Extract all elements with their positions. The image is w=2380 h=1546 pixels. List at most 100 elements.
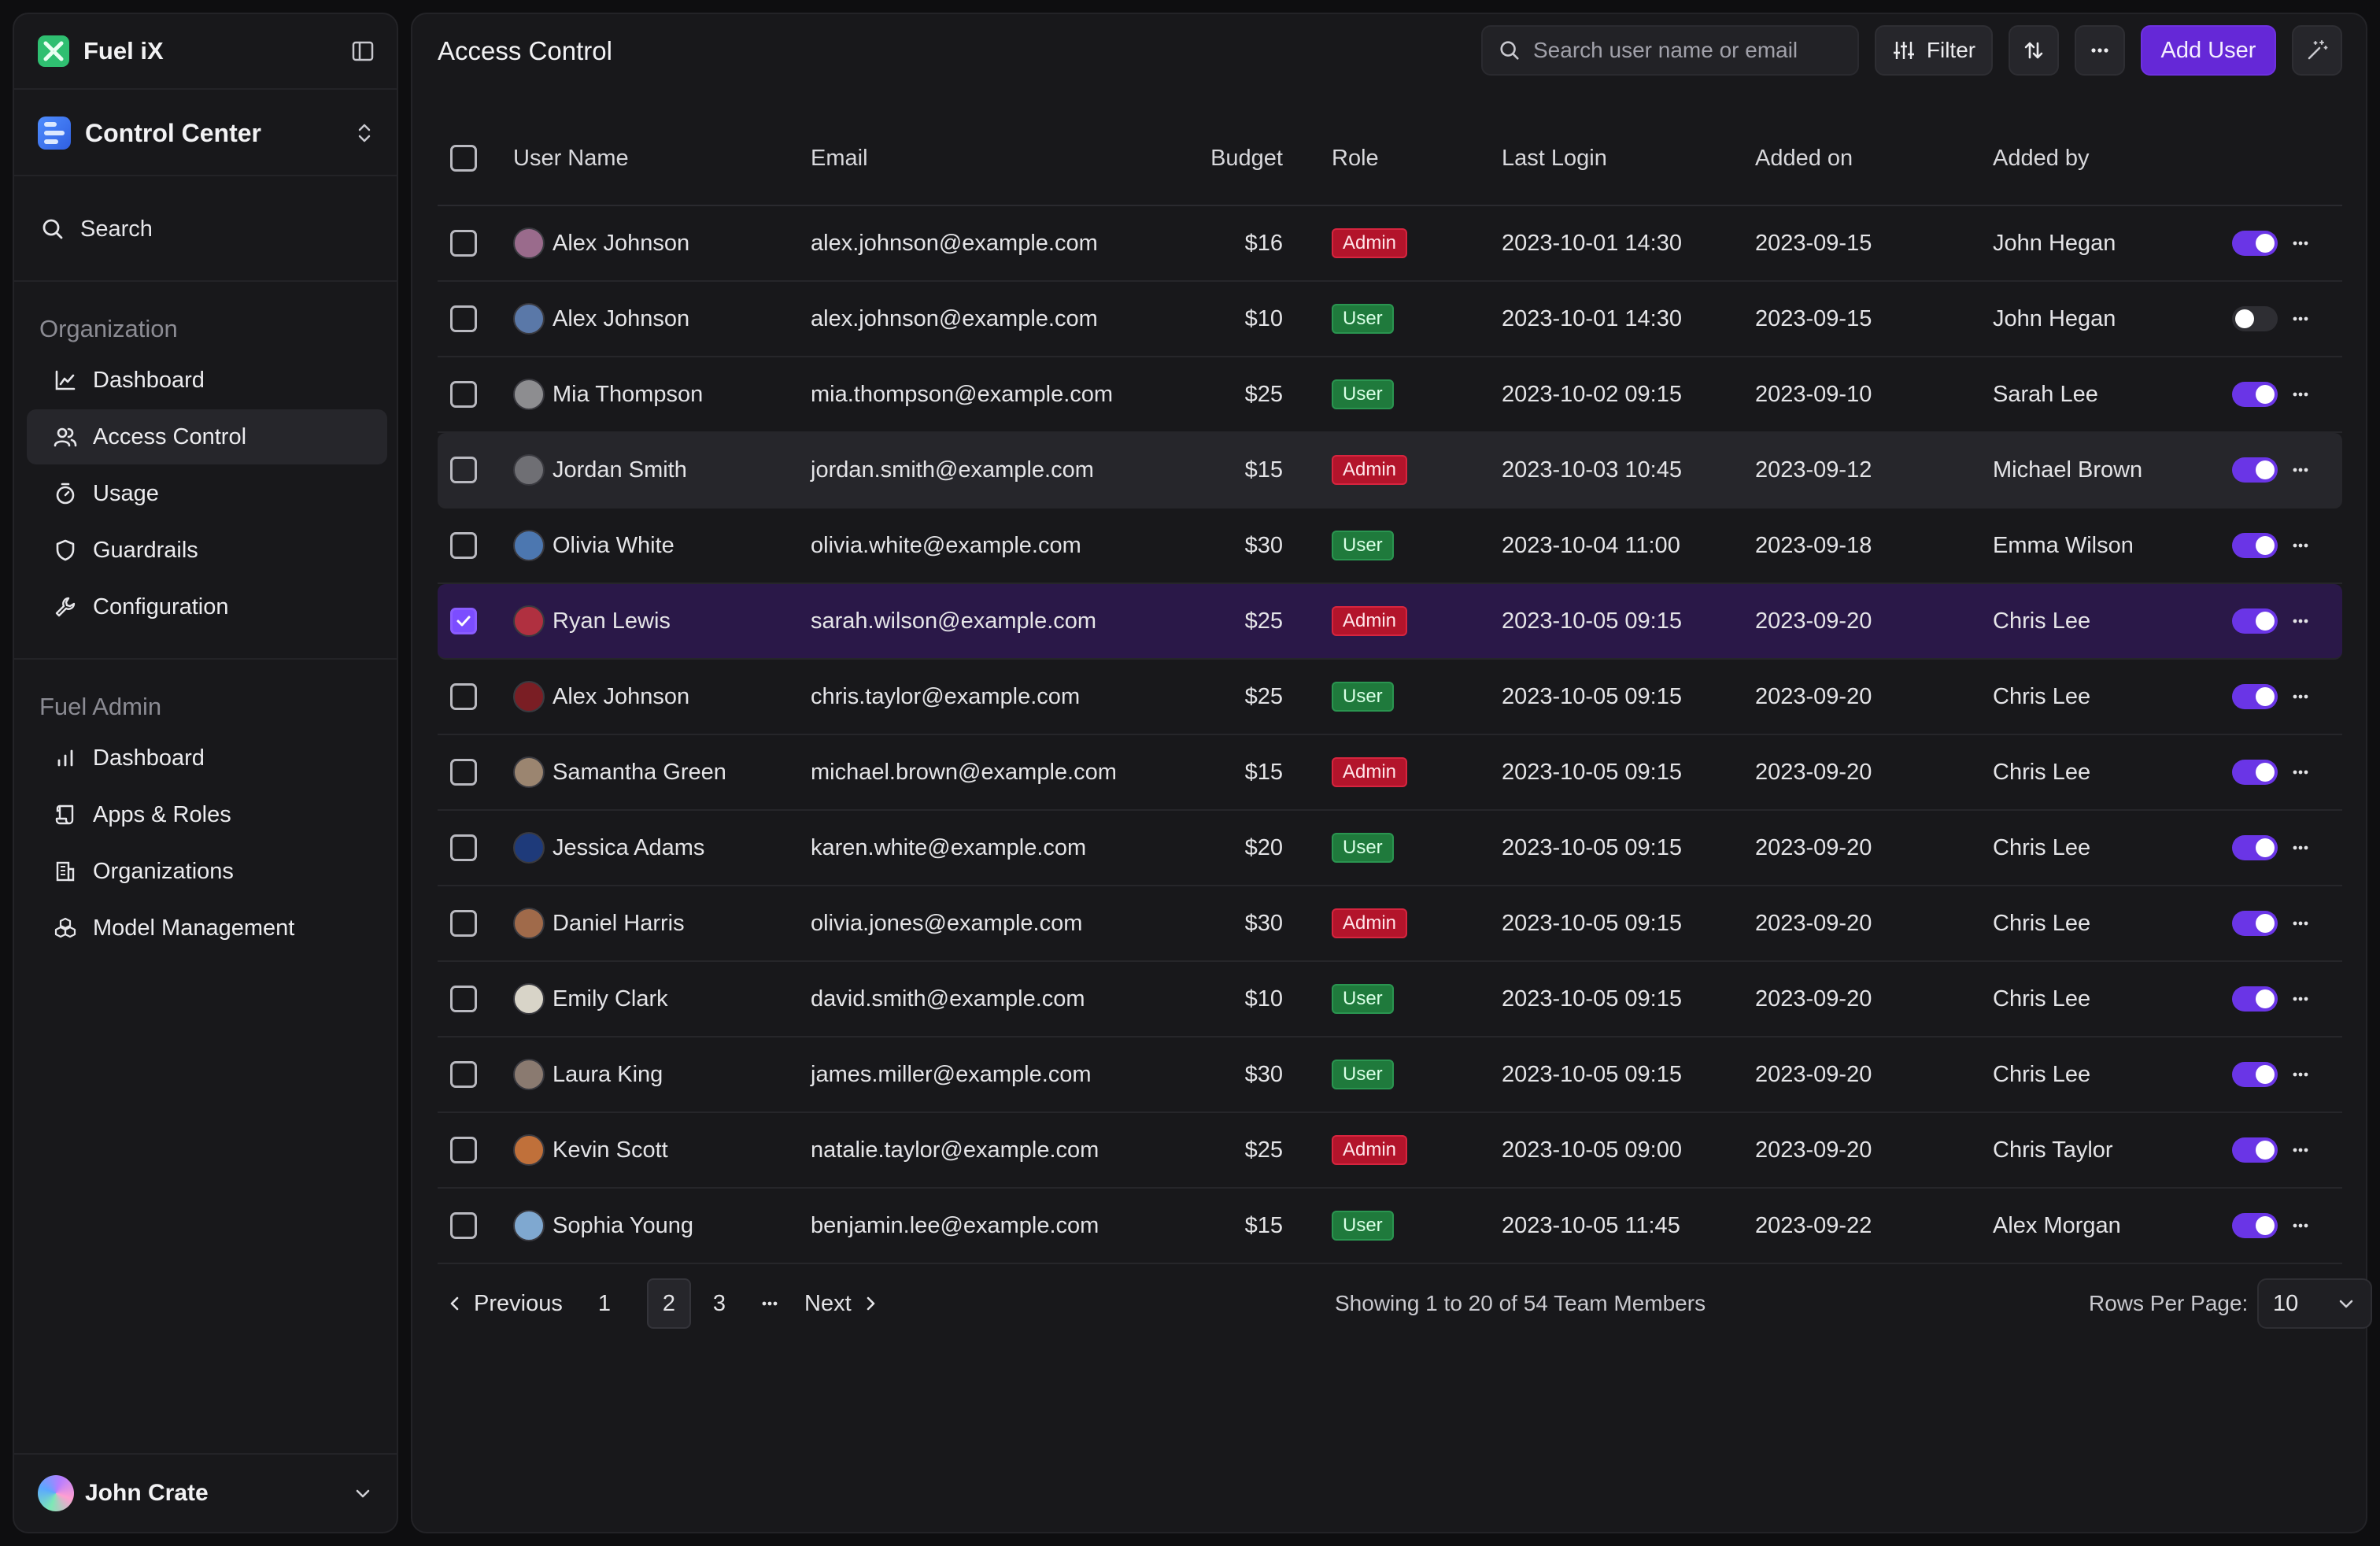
added-by: Chris Lee <box>1993 986 2091 1012</box>
column-header-last-login[interactable]: Last Login <box>1502 145 1607 171</box>
search-box[interactable] <box>1481 25 1859 76</box>
select-all-checkbox[interactable] <box>450 145 477 172</box>
row-more-icon[interactable] <box>2289 458 2312 482</box>
user-enabled-toggle[interactable] <box>2232 986 2278 1012</box>
page-button-2[interactable]: 2 <box>647 1278 691 1329</box>
row-checkbox[interactable] <box>450 759 477 786</box>
row-more-icon[interactable] <box>2289 1063 2312 1086</box>
row-more-icon[interactable] <box>2289 231 2312 255</box>
row-more-icon[interactable] <box>2289 685 2312 708</box>
row-checkbox[interactable] <box>450 305 477 332</box>
table-row[interactable]: Mia Thompson mia.thompson@example.com $25 U… <box>438 357 2342 433</box>
row-checkbox[interactable] <box>450 986 477 1012</box>
page-button-3[interactable]: 3 <box>712 1290 726 1316</box>
sidebar-search[interactable]: Search <box>14 178 397 282</box>
row-more-icon[interactable] <box>2289 534 2312 557</box>
rows-per-page-select[interactable]: 10 <box>2257 1278 2372 1329</box>
sidebar-item-label: Configuration <box>93 594 229 620</box>
user-enabled-toggle[interactable] <box>2232 382 2278 407</box>
sort-arrows-icon <box>2022 39 2046 62</box>
user-enabled-toggle[interactable] <box>2232 1213 2278 1238</box>
sort-button[interactable] <box>2009 25 2059 76</box>
sidebar-item-label: Dashboard <box>93 367 205 393</box>
column-header-email[interactable]: Email <box>811 145 868 171</box>
table-row[interactable]: Samantha Green michael.brown@example.com $… <box>438 735 2342 811</box>
table-row[interactable]: Jordan Smith jordan.smith@example.com $15 A… <box>438 433 2342 509</box>
more-options-button[interactable] <box>2075 25 2125 76</box>
add-user-button[interactable]: Add User <box>2141 25 2276 76</box>
user-enabled-toggle[interactable] <box>2232 608 2278 634</box>
sidebar-item-apps-roles[interactable]: Apps & Roles <box>27 787 387 842</box>
column-header-added-by[interactable]: Added by <box>1993 145 2090 171</box>
added-on: 2023-09-20 <box>1755 986 1872 1012</box>
sidebar-item-organizations[interactable]: Organizations <box>27 844 387 899</box>
row-checkbox[interactable] <box>450 834 477 861</box>
user-enabled-toggle[interactable] <box>2232 911 2278 936</box>
row-more-icon[interactable] <box>2289 307 2312 331</box>
row-checkbox[interactable] <box>450 1212 477 1239</box>
row-more-icon[interactable] <box>2289 987 2312 1011</box>
table-row[interactable]: Sophia Young benjamin.lee@example.com $15 U… <box>438 1189 2342 1264</box>
previous-page-button[interactable]: Previous <box>445 1278 563 1329</box>
magic-wand-button[interactable] <box>2292 25 2342 76</box>
table-body: Alex Johnson alex.johnson@example.com $16 A… <box>438 206 2342 1264</box>
search-input[interactable] <box>1533 38 1848 63</box>
user-enabled-toggle[interactable] <box>2232 1062 2278 1087</box>
user-enabled-toggle[interactable] <box>2232 835 2278 860</box>
sidebar-item-access-control[interactable]: Access Control <box>27 409 387 464</box>
ellipsis-icon[interactable] <box>748 1278 792 1329</box>
next-page-button[interactable]: Next <box>804 1278 880 1329</box>
user-enabled-toggle[interactable] <box>2232 684 2278 709</box>
filter-button[interactable]: Filter <box>1875 25 1993 76</box>
row-more-icon[interactable] <box>2289 1138 2312 1162</box>
row-checkbox[interactable] <box>450 608 477 634</box>
user-enabled-toggle[interactable] <box>2232 457 2278 483</box>
sidebar-item-model-management[interactable]: Model Management <box>27 901 387 956</box>
user-budget: $30 <box>1244 910 1283 936</box>
row-checkbox[interactable] <box>450 381 477 408</box>
sidebar-item-configuration[interactable]: Configuration <box>27 579 387 634</box>
table-row[interactable]: Emily Clark david.smith@example.com $10 Use… <box>438 962 2342 1037</box>
table-row[interactable]: Laura King james.miller@example.com $30 Use… <box>438 1037 2342 1113</box>
sidebar-toggle-icon[interactable] <box>351 39 375 63</box>
row-checkbox[interactable] <box>450 457 477 483</box>
page-button-1[interactable]: 1 <box>597 1290 612 1316</box>
row-more-icon[interactable] <box>2289 609 2312 633</box>
table-row[interactable]: Jessica Adams karen.white@example.com $20 U… <box>438 811 2342 886</box>
table-row[interactable]: Alex Johnson alex.johnson@example.com $10 U… <box>438 282 2342 357</box>
table-row[interactable]: Alex Johnson chris.taylor@example.com $25 U… <box>438 660 2342 735</box>
added-on: 2023-09-18 <box>1755 532 1872 558</box>
row-more-icon[interactable] <box>2289 912 2312 935</box>
row-checkbox[interactable] <box>450 230 477 257</box>
row-more-icon[interactable] <box>2289 1214 2312 1237</box>
table-row[interactable]: Kevin Scott natalie.taylor@example.com $25… <box>438 1113 2342 1189</box>
role-badge: User <box>1332 304 1394 334</box>
row-checkbox[interactable] <box>450 1061 477 1088</box>
column-header-user-name[interactable]: User Name <box>513 145 629 171</box>
table-row[interactable]: Daniel Harris olivia.jones@example.com $30… <box>438 886 2342 962</box>
table-row[interactable]: Olivia White olivia.white@example.com $30 U… <box>438 509 2342 584</box>
table-row[interactable]: Alex Johnson alex.johnson@example.com $16 A… <box>438 206 2342 282</box>
user-enabled-toggle[interactable] <box>2232 306 2278 331</box>
user-enabled-toggle[interactable] <box>2232 231 2278 256</box>
row-checkbox[interactable] <box>450 532 477 559</box>
row-checkbox[interactable] <box>450 683 477 710</box>
sidebar-item-usage[interactable]: Usage <box>27 466 387 521</box>
sidebar-item-guardrails[interactable]: Guardrails <box>27 523 387 578</box>
sidebar-item-admin-dashboard[interactable]: Dashboard <box>27 730 387 786</box>
row-more-icon[interactable] <box>2289 383 2312 406</box>
row-more-icon[interactable] <box>2289 760 2312 784</box>
table-row[interactable]: Ryan Lewis sarah.wilson@example.com $25 Adm… <box>438 584 2342 660</box>
row-checkbox[interactable] <box>450 1137 477 1163</box>
user-menu[interactable]: John Crate <box>14 1453 397 1532</box>
column-header-added-on[interactable]: Added on <box>1755 145 1853 171</box>
column-header-budget[interactable]: Budget <box>1210 145 1283 171</box>
user-enabled-toggle[interactable] <box>2232 760 2278 785</box>
row-more-icon[interactable] <box>2289 836 2312 860</box>
row-checkbox[interactable] <box>450 910 477 937</box>
column-header-role[interactable]: Role <box>1332 145 1379 171</box>
user-enabled-toggle[interactable] <box>2232 1137 2278 1163</box>
user-enabled-toggle[interactable] <box>2232 533 2278 558</box>
sidebar-item-dashboard[interactable]: Dashboard <box>27 353 387 408</box>
workspace-switcher[interactable]: Control Center <box>14 91 397 176</box>
